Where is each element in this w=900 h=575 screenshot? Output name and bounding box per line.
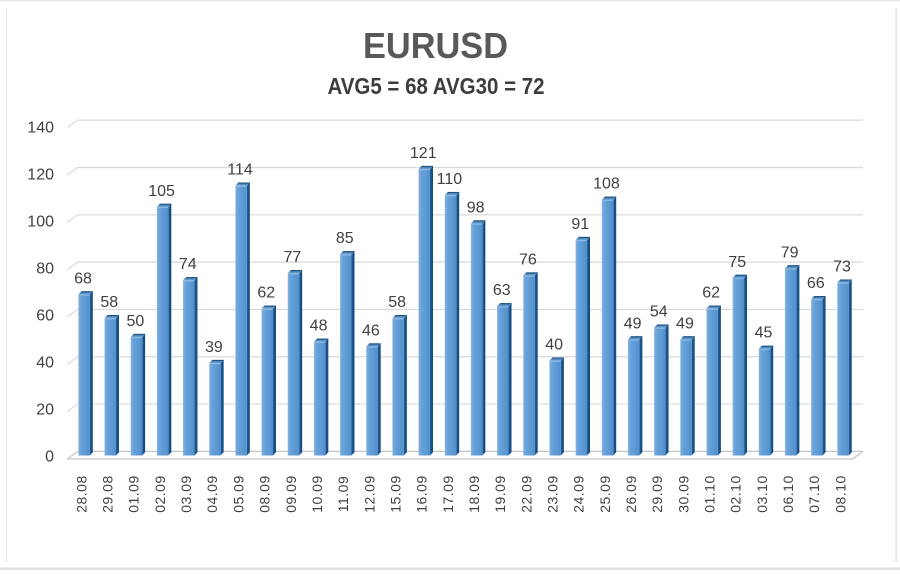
svg-text:77: 77 — [284, 249, 302, 266]
svg-text:29.08: 29.08 — [100, 475, 116, 513]
svg-text:08.10: 08.10 — [832, 475, 848, 513]
svg-text:85: 85 — [336, 230, 354, 247]
svg-text:49: 49 — [624, 315, 642, 332]
svg-text:105: 105 — [148, 183, 175, 200]
svg-text:16.09: 16.09 — [414, 475, 430, 513]
svg-text:19.09: 19.09 — [492, 475, 508, 513]
svg-text:08.09: 08.09 — [257, 475, 273, 513]
svg-text:39: 39 — [205, 339, 223, 356]
svg-text:29.09: 29.09 — [649, 475, 665, 513]
svg-text:05.09: 05.09 — [230, 475, 246, 513]
svg-text:50: 50 — [126, 313, 144, 330]
svg-text:66: 66 — [807, 275, 825, 292]
svg-text:06.10: 06.10 — [780, 475, 796, 513]
svg-text:25.09: 25.09 — [597, 475, 613, 513]
svg-text:74: 74 — [179, 256, 197, 273]
svg-text:18.09: 18.09 — [466, 475, 482, 513]
svg-text:46: 46 — [362, 322, 380, 339]
svg-text:58: 58 — [388, 294, 406, 311]
svg-text:60: 60 — [36, 307, 54, 324]
svg-text:11.09: 11.09 — [335, 476, 351, 513]
svg-text:40: 40 — [36, 354, 54, 371]
svg-text:121: 121 — [410, 145, 437, 162]
svg-text:54: 54 — [650, 303, 668, 320]
svg-text:48: 48 — [310, 318, 328, 335]
svg-text:12.09: 12.09 — [361, 475, 377, 513]
svg-text:07.10: 07.10 — [806, 475, 822, 513]
svg-text:45: 45 — [755, 325, 773, 342]
svg-text:23.09: 23.09 — [544, 475, 560, 513]
svg-text:09.09: 09.09 — [283, 475, 299, 513]
svg-text:49: 49 — [676, 315, 694, 332]
svg-text:22.09: 22.09 — [518, 475, 534, 513]
svg-text:0: 0 — [45, 448, 54, 465]
svg-text:04.09: 04.09 — [204, 475, 220, 513]
svg-text:110: 110 — [437, 171, 463, 188]
svg-text:EURUSD: EURUSD — [363, 25, 508, 66]
svg-text:80: 80 — [36, 260, 54, 277]
svg-text:108: 108 — [593, 176, 620, 193]
svg-text:28.08: 28.08 — [73, 475, 89, 513]
svg-text:15.09: 15.09 — [387, 475, 403, 513]
svg-text:58: 58 — [100, 294, 118, 311]
svg-text:79: 79 — [781, 244, 799, 261]
svg-text:30.09: 30.09 — [675, 475, 691, 513]
svg-text:03.10: 03.10 — [754, 475, 770, 513]
svg-text:03.09: 03.09 — [178, 475, 194, 513]
svg-text:62: 62 — [257, 285, 275, 302]
svg-text:26.09: 26.09 — [623, 475, 639, 513]
svg-text:120: 120 — [27, 166, 54, 183]
svg-text:140: 140 — [27, 119, 54, 136]
svg-text:76: 76 — [519, 251, 537, 268]
svg-text:73: 73 — [833, 258, 851, 275]
svg-text:02.09: 02.09 — [152, 475, 168, 513]
svg-text:68: 68 — [74, 270, 92, 287]
svg-text:40: 40 — [545, 337, 563, 354]
svg-text:20: 20 — [36, 401, 54, 418]
svg-text:63: 63 — [493, 282, 511, 299]
svg-text:10.09: 10.09 — [309, 475, 325, 513]
svg-text:17.09: 17.09 — [440, 475, 456, 513]
svg-text:01.09: 01.09 — [126, 475, 142, 513]
svg-text:114: 114 — [227, 161, 253, 178]
svg-text:AVG5 = 68 AVG30 = 72: AVG5 = 68 AVG30 = 72 — [328, 73, 545, 99]
svg-text:91: 91 — [571, 216, 589, 233]
svg-text:75: 75 — [728, 254, 746, 271]
svg-text:24.09: 24.09 — [571, 475, 587, 513]
svg-text:98: 98 — [467, 199, 485, 216]
svg-text:100: 100 — [27, 213, 54, 230]
svg-text:62: 62 — [702, 285, 720, 302]
svg-text:01.10: 01.10 — [701, 475, 717, 513]
svg-text:02.10: 02.10 — [728, 475, 744, 513]
